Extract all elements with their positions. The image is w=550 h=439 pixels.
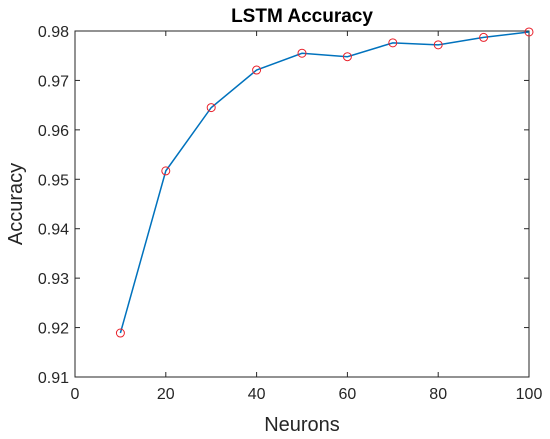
y-axis: 0.91 0.92 0.93 0.94 0.95 0.96 0.97 0.98: [38, 24, 529, 387]
series-line: [119, 31, 530, 334]
y-tick-label: 0.97: [38, 73, 69, 90]
x-tick-label: 20: [157, 386, 175, 403]
data-point-marker: [388, 38, 398, 48]
y-tick-label: 0.93: [38, 271, 69, 288]
x-tick-label: 100: [516, 386, 543, 403]
y-tick-label: 0.95: [38, 172, 69, 189]
data-point-marker: [342, 52, 352, 62]
data-point-marker: [433, 40, 443, 50]
y-tick-label: 0.91: [38, 370, 69, 387]
data-point-marker: [479, 32, 489, 42]
y-axis-label: Accuracy: [5, 163, 27, 245]
y-tick-label: 0.94: [38, 222, 69, 239]
y-tick-label: 0.98: [38, 24, 69, 41]
y-tick-label: 0.92: [38, 321, 69, 338]
x-tick-label: 60: [339, 386, 357, 403]
data-point-marker: [297, 48, 307, 58]
data-point-marker: [524, 27, 534, 37]
x-tick-label: 0: [71, 386, 80, 403]
x-axis-label: Neurons: [264, 414, 340, 436]
x-axis: 0 20 40 60 80 100: [71, 31, 543, 403]
y-tick-label: 0.96: [38, 123, 69, 140]
plot-area: [74, 30, 530, 378]
x-tick-label: 80: [429, 386, 447, 403]
data-point-marker: [161, 166, 171, 176]
series-layer: [115, 27, 534, 338]
x-tick-label: 40: [248, 386, 266, 403]
data-point-marker: [115, 328, 125, 338]
data-point-marker: [206, 103, 216, 113]
chart-title: LSTM Accuracy: [231, 6, 373, 27]
data-point-marker: [252, 65, 262, 75]
